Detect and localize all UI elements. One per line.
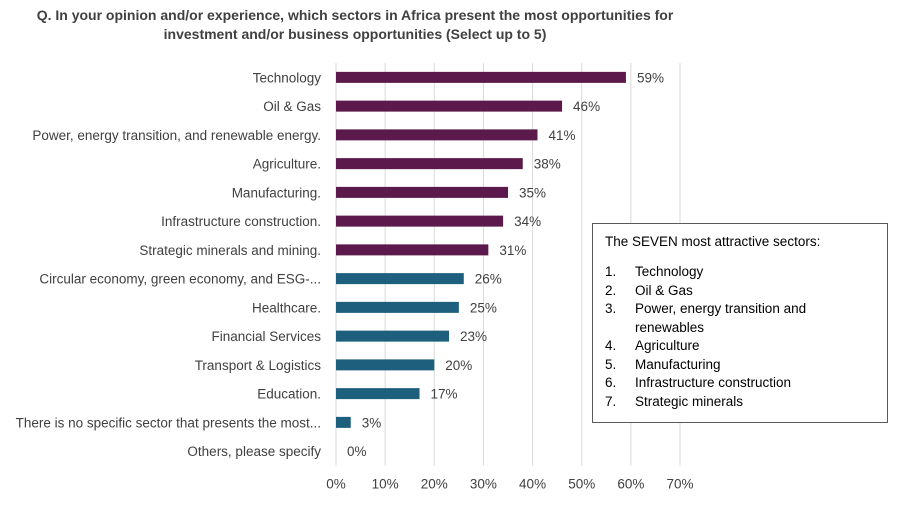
bars <box>336 71 626 428</box>
bar <box>336 388 420 400</box>
value-label: 26% <box>475 272 502 287</box>
callout-item-label: Oil & Gas <box>635 282 693 298</box>
bar <box>336 273 464 285</box>
value-labels: 59% 46% 41% 38% 35% 34% 31% 26% 25% 23% 20% 17% 3% 0% <box>347 70 664 459</box>
category-label: There is no specific sector that present… <box>16 415 321 430</box>
x-tick-label: 70% <box>666 477 693 492</box>
value-label: 23% <box>460 329 487 344</box>
callout-item-label: Infrastructure construction <box>635 375 792 390</box>
x-tick-label: 60% <box>617 477 644 492</box>
category-label: Strategic minerals and mining. <box>139 243 321 258</box>
callout-heading: The SEVEN most attractive sectors: <box>605 234 821 249</box>
callout-item-label: Power, energy transition and renewables <box>635 301 807 335</box>
x-axis-ticks: 0% 10% 20% 30% 40% 50% 60% 70% <box>326 477 693 492</box>
value-label: 25% <box>470 300 497 315</box>
category-label: Manufacturing. <box>232 185 321 200</box>
callout-item: 5. Manufacturing <box>605 356 875 375</box>
callout-item: 4. Agriculture <box>605 337 875 356</box>
bar <box>336 100 563 112</box>
x-tick-label: 0% <box>326 477 346 492</box>
callout-item: 6. Infrastructure construction <box>605 374 875 393</box>
callout-item-label: Strategic minerals <box>635 393 744 409</box>
callout-list: 1. Technology 2. Oil & Gas 3. Power, energy… <box>605 263 875 411</box>
category-label: Healthcare. <box>252 300 321 315</box>
callout-item-label: Agriculture <box>635 338 700 353</box>
callout-item: 1. Technology <box>605 263 875 282</box>
category-label: Others, please specify <box>187 444 321 459</box>
callout-item-number: 6. <box>605 375 617 390</box>
bar <box>336 244 489 256</box>
bar <box>336 71 626 83</box>
callout-item: 3. Power, energy transition and renewable… <box>605 300 875 337</box>
category-label: Oil & Gas <box>263 99 321 114</box>
x-tick-label: 20% <box>421 477 448 492</box>
x-tick-label: 50% <box>568 477 595 492</box>
category-label: Agriculture. <box>253 157 321 172</box>
bar <box>336 129 538 141</box>
category-label: Education. <box>257 387 321 402</box>
callout-item-number: 3. <box>605 301 617 316</box>
callout-item: 2. Oil & Gas <box>605 282 875 301</box>
value-label: 34% <box>514 214 541 229</box>
value-label: 31% <box>499 243 526 258</box>
category-label: Circular economy, green economy, and ESG… <box>39 272 321 287</box>
callout-item-number: 1. <box>605 264 617 279</box>
x-tick-label: 30% <box>470 477 497 492</box>
value-label: 38% <box>534 157 561 172</box>
bar <box>336 301 459 313</box>
x-tick-label: 10% <box>372 477 399 492</box>
value-label: 59% <box>637 70 664 85</box>
value-label: 0% <box>347 444 367 459</box>
callout-item-label: Manufacturing <box>635 356 721 372</box>
value-label: 46% <box>573 99 600 114</box>
callout-item: 7. Strategic minerals <box>605 393 875 412</box>
callout-item-number: 4. <box>605 338 617 353</box>
callout-item-number: 7. <box>605 393 617 409</box>
top-sectors-callout: The SEVEN most attractive sectors: 1. Tec… <box>592 223 888 423</box>
chart-title: Q. In your opinion and/or experience, wh… <box>36 7 674 42</box>
category-label: Power, energy transition, and renewable … <box>32 128 321 143</box>
bar <box>336 330 450 342</box>
category-label: Technology <box>253 70 322 85</box>
callout-item-label: Technology <box>635 264 704 279</box>
category-labels: Technology Oil & Gas Power, energy transit… <box>16 70 322 459</box>
category-label: Transport & Logistics <box>195 358 322 373</box>
value-label: 17% <box>431 387 458 402</box>
bar <box>336 359 435 371</box>
value-label: 35% <box>519 185 546 200</box>
bar <box>336 158 523 170</box>
bar <box>336 215 504 227</box>
bar <box>336 186 508 198</box>
callout-item-number: 2. <box>605 282 617 298</box>
value-label: 3% <box>362 415 382 430</box>
value-label: 41% <box>548 128 575 143</box>
category-label: Infrastructure construction. <box>161 214 321 229</box>
bar <box>336 416 351 428</box>
x-tick-label: 40% <box>519 477 546 492</box>
callout-item-number: 5. <box>605 356 617 372</box>
category-label: Financial Services <box>211 329 321 344</box>
value-label: 20% <box>445 358 472 373</box>
